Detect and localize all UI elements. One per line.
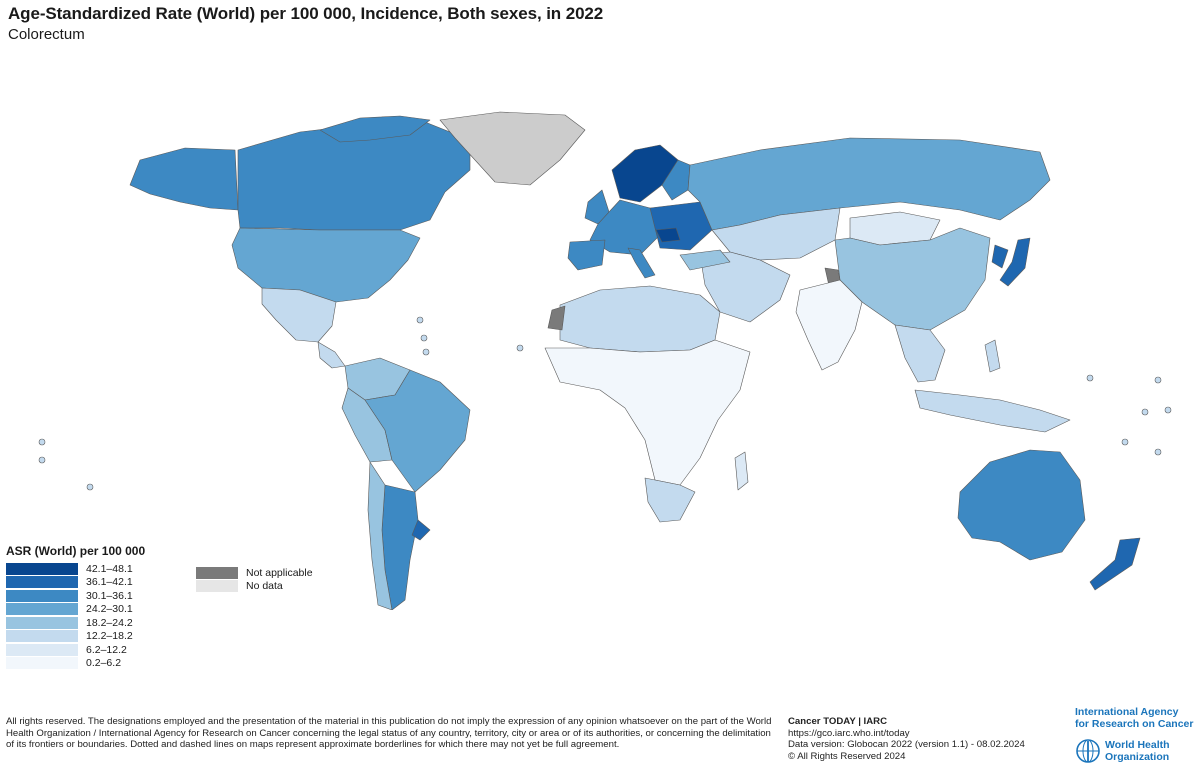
island-dot — [1154, 448, 1162, 456]
region-usa — [231, 227, 421, 303]
region-india — [795, 279, 863, 371]
region-iberia — [567, 239, 606, 271]
region-chile — [367, 461, 393, 610]
legend-swatch — [6, 576, 78, 589]
region-japan — [999, 237, 1031, 287]
legend-swatch — [6, 643, 78, 656]
legend-class-row: 36.1–42.1 — [6, 576, 145, 590]
asr-legend: ASR (World) per 100 000 42.1–48.1 36.1–4… — [6, 544, 145, 670]
copyright: © All Rights Reserved 2024 — [788, 750, 906, 762]
legend-label: 6.2–12.2 — [86, 643, 127, 656]
legend-no-data: No data — [196, 580, 313, 594]
source-info: Cancer TODAY | IARC https://gco.iarc.who… — [788, 716, 1025, 762]
legend-class-row: 42.1–48.1 — [6, 562, 145, 576]
legend-swatch — [6, 630, 78, 643]
region-turkey — [679, 249, 731, 271]
legend-swatch — [196, 580, 238, 593]
legend-label: No data — [246, 580, 283, 593]
legend-swatch — [6, 616, 78, 629]
who-logo-line: Organization — [1105, 751, 1170, 763]
region-madagascar — [734, 451, 749, 491]
island-dot — [1164, 406, 1172, 414]
iarc-logo-line: International Agency — [1075, 706, 1179, 718]
region-korea — [991, 244, 1009, 269]
legend-class-row: 6.2–12.2 — [6, 643, 145, 657]
legend-swatch — [6, 589, 78, 602]
world-choropleth-map — [38, 111, 1172, 610]
legend-label: 36.1–42.1 — [86, 576, 133, 589]
legend-label: 0.2–6.2 — [86, 657, 122, 670]
region-greenland — [439, 111, 586, 186]
island-dot — [422, 348, 430, 356]
legend-class-row: 18.2–24.2 — [6, 616, 145, 630]
region-uruguay — [411, 519, 431, 541]
region-north-africa — [559, 285, 721, 353]
legend-label: 24.2–30.1 — [86, 603, 133, 616]
legend-swatch — [6, 562, 78, 575]
region-italy — [627, 247, 656, 279]
region-southeast-asia — [894, 324, 946, 383]
region-western-sahara — [547, 305, 566, 331]
region-hungary — [655, 227, 681, 243]
map-title: Age-Standardized Rate (World) per 100 00… — [8, 4, 604, 23]
legend-not-applicable: Not applicable — [196, 566, 313, 580]
island-dot — [420, 334, 428, 342]
region-middle-east — [699, 251, 791, 323]
region-indonesia — [914, 389, 1071, 433]
region-sub-saharan-africa — [544, 339, 751, 486]
data-version: Data version: Globocan 2022 (version 1.1… — [788, 739, 1025, 750]
region-australia — [957, 449, 1086, 561]
legend-label: 12.2–18.2 — [86, 630, 133, 643]
source-url[interactable]: https://gco.iarc.who.int/today — [788, 727, 910, 739]
region-new-zealand — [1089, 537, 1141, 591]
legend-label: 42.1–48.1 — [86, 562, 133, 575]
legend-special-classes: Not applicable No data — [196, 566, 313, 593]
legend-class-row: 30.1–36.1 — [6, 589, 145, 603]
region-eastern-europe — [649, 201, 713, 251]
legend-label: 18.2–24.2 — [86, 616, 133, 629]
who-logo-line: World Health — [1105, 739, 1170, 751]
region-russia — [687, 137, 1051, 231]
region-arctic-islands — [319, 115, 431, 143]
island-dot — [38, 438, 46, 446]
region-central-america — [317, 341, 346, 369]
island-dot — [416, 316, 424, 324]
island-dot — [1141, 408, 1149, 416]
iarc-logo: International Agency for Research on Can… — [1075, 706, 1193, 730]
legend-swatch — [6, 657, 78, 670]
legend-class-row: 24.2–30.1 — [6, 603, 145, 617]
legend-class-row: 0.2–6.2 — [6, 657, 145, 671]
map-subtitle: Colorectum — [8, 26, 85, 43]
island-dot — [86, 483, 94, 491]
island-dot — [1086, 374, 1094, 382]
disclaimer-text: All rights reserved. The designations em… — [6, 716, 772, 750]
legend-label: 30.1–36.1 — [86, 589, 133, 602]
region-alaska — [129, 147, 239, 211]
legend-class-row: 12.2–18.2 — [6, 630, 145, 644]
legend-swatch — [196, 566, 238, 579]
island-dot — [1154, 376, 1162, 384]
legend-swatch — [6, 603, 78, 616]
region-brazil — [364, 369, 471, 493]
island-dot — [38, 456, 46, 464]
who-logo: World Health Organization — [1075, 738, 1170, 764]
source-brand: Cancer TODAY | IARC — [788, 716, 888, 727]
iarc-logo-line: for Research on Cancer — [1075, 718, 1194, 730]
who-emblem-icon — [1076, 739, 1100, 763]
legend-title: ASR (World) per 100 000 — [6, 544, 146, 558]
island-dot — [516, 344, 524, 352]
region-philippines — [984, 339, 1001, 373]
island-dot — [1121, 438, 1129, 446]
region-south-africa — [644, 477, 696, 523]
legend-label: Not applicable — [246, 566, 313, 579]
